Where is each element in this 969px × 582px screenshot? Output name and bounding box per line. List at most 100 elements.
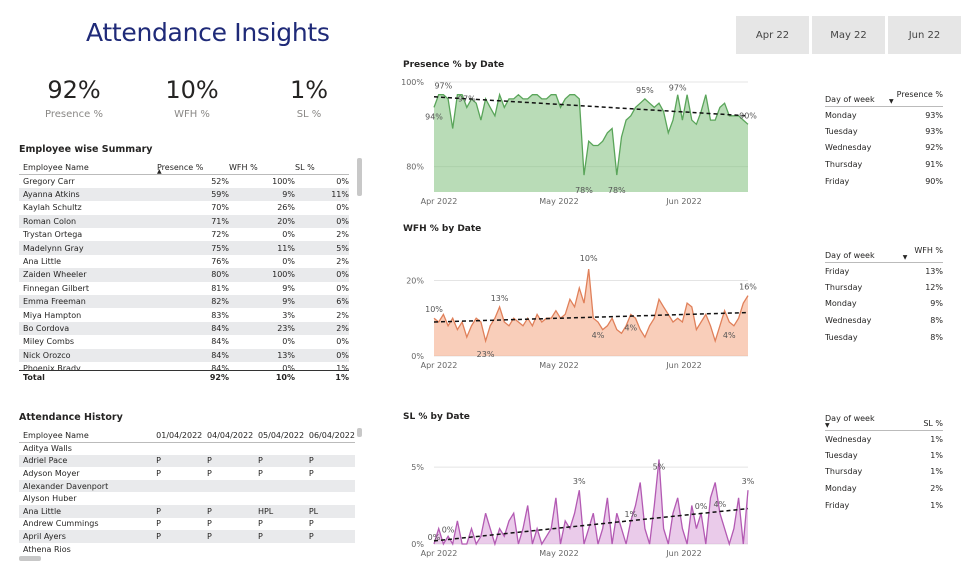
table-row[interactable]: Wednesday 8% [825,312,943,329]
table-row[interactable]: Friday 1% [825,497,943,514]
presence-by-day-table: Day of week Presence % ▼ Monday 93% Tuesday… [825,90,943,189]
table-row[interactable]: Zaiden Wheeler 80% 100% 0% [19,268,349,282]
table-row[interactable]: Friday 90% [825,173,943,190]
table-row[interactable]: Tuesday 93% [825,123,943,140]
table-cell: 9% [229,187,295,202]
table-cell: Thursday [825,467,863,477]
col-wfh[interactable]: WFH % [229,158,295,175]
table-cell: Tuesday [825,126,858,136]
table-row[interactable]: Adyson Moyer P P P P [19,467,355,480]
table-row[interactable]: Aditya Walls [19,442,355,455]
table-row[interactable]: Emma Freeman 82% 9% 6% [19,295,349,309]
month-slicer-jun[interactable]: Jun 22 [888,16,962,54]
table-row[interactable]: Monday 9% [825,296,943,313]
table-row[interactable]: April Ayers P P P P [19,530,355,543]
table-row[interactable]: Finnegan Gilbert 81% 9% 0% [19,282,349,295]
table-row[interactable]: Monday 93% [825,107,943,124]
table-cell: 92% [925,143,943,153]
table-cell: 0% [295,268,349,282]
table-cell: 11% [295,187,349,202]
table-row[interactable]: Gregory Carr 52% 100% 0% [19,175,349,188]
table-cell: 100% [229,268,295,282]
table-row[interactable]: Andrew Cummings P P P P [19,518,355,531]
area-fill [434,269,748,356]
table-cell: 1% [930,434,943,444]
table-cell: Wednesday [825,143,872,153]
table-row[interactable]: Monday 2% [825,480,943,497]
kpi-label: Presence % [45,109,103,120]
history-hscrollbar[interactable] [19,556,41,561]
table-row[interactable]: Bo Cordova 84% 23% 2% [19,321,349,336]
table-row[interactable]: Miley Combs 84% 0% 0% [19,335,349,348]
table-row[interactable]: Tuesday 8% [825,329,943,346]
table-row[interactable]: Thursday 1% [825,464,943,481]
table-cell: Monday [825,484,857,494]
table-row[interactable]: Thursday 91% [825,156,943,173]
history-table-scrollbar[interactable] [357,428,362,437]
table-cell: 72% [211,230,229,240]
table-cell: 0% [295,348,349,362]
table-cell [156,442,207,455]
table-row[interactable]: Trystan Ortega 72% 0% 2% [19,228,349,241]
table-cell: Tuesday [825,450,858,460]
table-row[interactable]: Adriel Pace P P P P [19,454,355,468]
table-cell: 0% [336,337,349,347]
table-cell: Phoenix Brady [23,364,81,374]
table-cell: Finnegan Gilbert [23,283,89,293]
table-row[interactable]: Ana Little 76% 0% 2% [19,255,349,268]
table-cell: P [308,519,314,529]
table-row[interactable]: Alexander Davenport [19,479,355,493]
table-cell: P [207,504,258,518]
col-day-label: Day of week [825,414,875,423]
table-row[interactable]: Thursday 12% [825,279,943,296]
data-label: 97% [458,94,476,103]
table-cell: P [207,530,258,543]
table-row[interactable]: Nick Orozco 84% 13% 0% [19,348,349,362]
month-slicer-may[interactable]: May 22 [812,16,886,54]
table-row[interactable]: Ayanna Atkins 59% 9% 11% [19,187,349,202]
table-row[interactable]: Tuesday 1% [825,447,943,464]
history-col-header[interactable]: 06/04/2022 [308,426,355,443]
table-row[interactable]: Wednesday 1% [825,431,943,448]
table-row[interactable]: Wednesday 92% [825,140,943,157]
data-label: 0% [695,502,708,511]
table-row[interactable]: Athena Rios [19,543,355,556]
table-cell [156,543,207,556]
area-fill [434,459,748,544]
kpi-sl: 1% SL % [254,76,364,120]
table-row[interactable]: Phoenix Brady 84% 0% 1% [19,362,349,375]
data-label: 3% [742,477,755,486]
data-label: 90% [739,111,757,120]
data-label: 4% [624,323,637,332]
table-cell: 90% [925,176,943,186]
col-day-of-week[interactable]: Day of week [825,90,887,107]
table-row[interactable]: Madelynn Gray 75% 11% 5% [19,241,349,255]
table-row[interactable]: Ana Little P P HPL PL [19,504,355,518]
y-tick-label: 0% [411,540,424,549]
table-cell: P [207,454,258,468]
col-sl[interactable]: SL % [909,414,943,431]
table-cell: Athena Rios [23,544,71,554]
col-employee-name[interactable]: Employee Name [19,158,157,175]
col-wfh[interactable]: WFH % ▼ [899,246,943,263]
month-slicer-apr[interactable]: Apr 22 [736,16,810,54]
employee-table-scrollbar[interactable] [357,158,362,196]
history-col-header[interactable]: 04/04/2022 [207,426,258,443]
col-day-of-week[interactable]: Day of week [825,246,900,263]
x-tick-label: Apr 2022 [421,361,458,370]
col-day-of-week[interactable]: Day of week ▼ [825,414,910,431]
table-cell: 1% [930,500,943,510]
data-label: 97% [434,82,452,91]
col-presence[interactable]: ▲ Presence % [157,158,229,175]
table-row[interactable]: Kaylah Schultz 70% 26% 0% [19,201,349,214]
history-col-header[interactable]: 05/04/2022 [257,426,309,443]
table-row[interactable]: Friday 13% [825,263,943,280]
history-col-header[interactable]: 01/04/2022 [156,426,208,443]
table-cell: Friday [825,266,850,276]
col-presence[interactable]: Presence % ▼ [886,90,943,107]
table-row[interactable]: Miya Hampton 83% 3% 2% [19,308,349,321]
table-row[interactable]: Roman Colon 71% 20% 0% [19,214,349,229]
table-row[interactable]: Alyson Huber [19,492,355,505]
col-sl[interactable]: SL % [295,158,349,175]
history-col-header[interactable]: Employee Name [19,426,157,443]
